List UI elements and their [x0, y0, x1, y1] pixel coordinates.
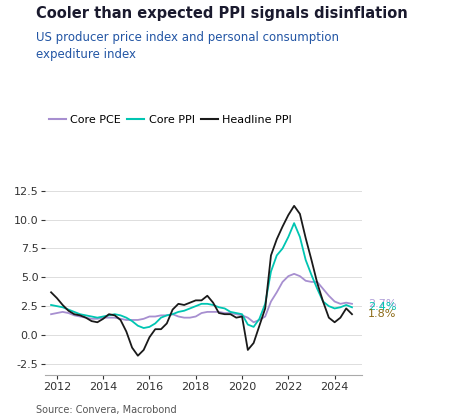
Text: Source: Convera, Macrobond: Source: Convera, Macrobond [36, 405, 177, 415]
Text: Cooler than expected PPI signals disinflation: Cooler than expected PPI signals disinfl… [36, 6, 408, 21]
Text: 1.8%: 1.8% [368, 309, 396, 319]
Text: 2.4%: 2.4% [368, 302, 397, 312]
Text: US producer price index and personal consumption
expediture index: US producer price index and personal con… [36, 31, 339, 61]
Legend: Core PCE, Core PPI, Headline PPI: Core PCE, Core PPI, Headline PPI [44, 111, 297, 129]
Text: 2.7%: 2.7% [368, 299, 397, 309]
